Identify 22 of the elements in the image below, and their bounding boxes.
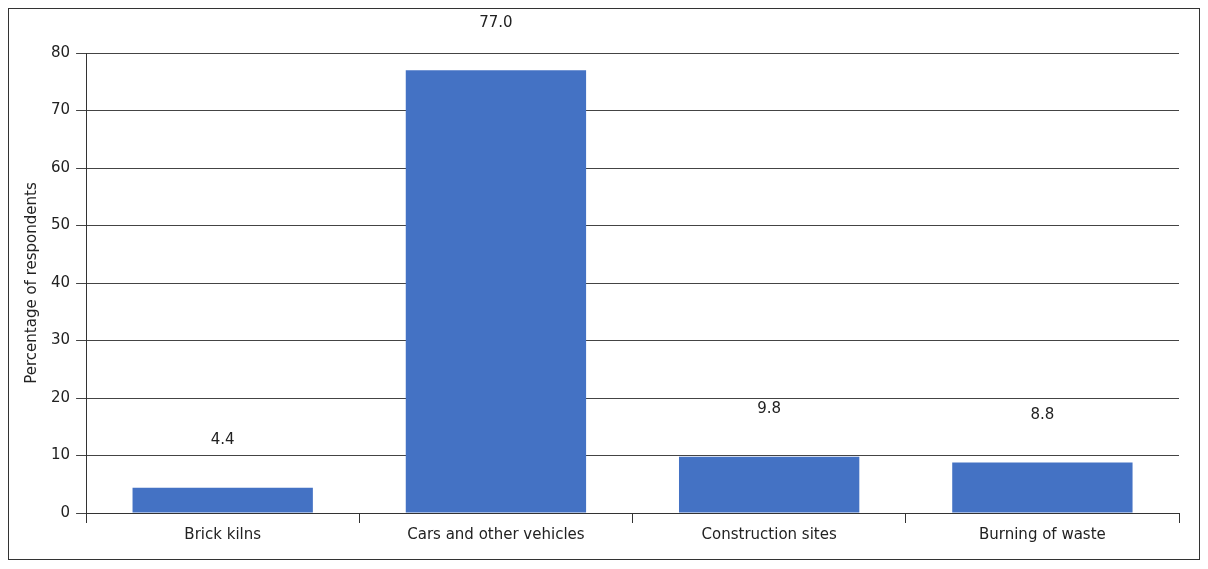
- data-label: 4.4: [210, 430, 235, 449]
- x-tick-label: Burning of waste: [978, 524, 1106, 543]
- x-tick-label: Construction sites: [701, 524, 837, 543]
- bar: [405, 70, 587, 513]
- bar: [678, 456, 860, 513]
- y-tick-label: 40: [50, 272, 71, 291]
- y-tick-label: 10: [50, 445, 71, 464]
- y-tick-label: 80: [50, 42, 71, 61]
- y-tick-label: 70: [50, 100, 71, 119]
- data-label: 9.8: [757, 399, 782, 418]
- y-tick-label: 20: [50, 387, 71, 406]
- y-axis-title: Percentage of respondents: [21, 182, 40, 384]
- y-tick-label: 50: [50, 215, 71, 234]
- x-tick-label: Brick kilns: [184, 524, 262, 543]
- bar: [132, 487, 313, 513]
- data-label: 8.8: [1030, 404, 1055, 423]
- bar: [952, 462, 1133, 513]
- x-tick-label: Cars and other vehicles: [407, 524, 585, 543]
- y-tick-label: 30: [50, 330, 71, 349]
- data-label: 77.0: [479, 12, 513, 31]
- y-tick-label: 60: [50, 157, 71, 176]
- y-tick-label: 0: [60, 502, 71, 521]
